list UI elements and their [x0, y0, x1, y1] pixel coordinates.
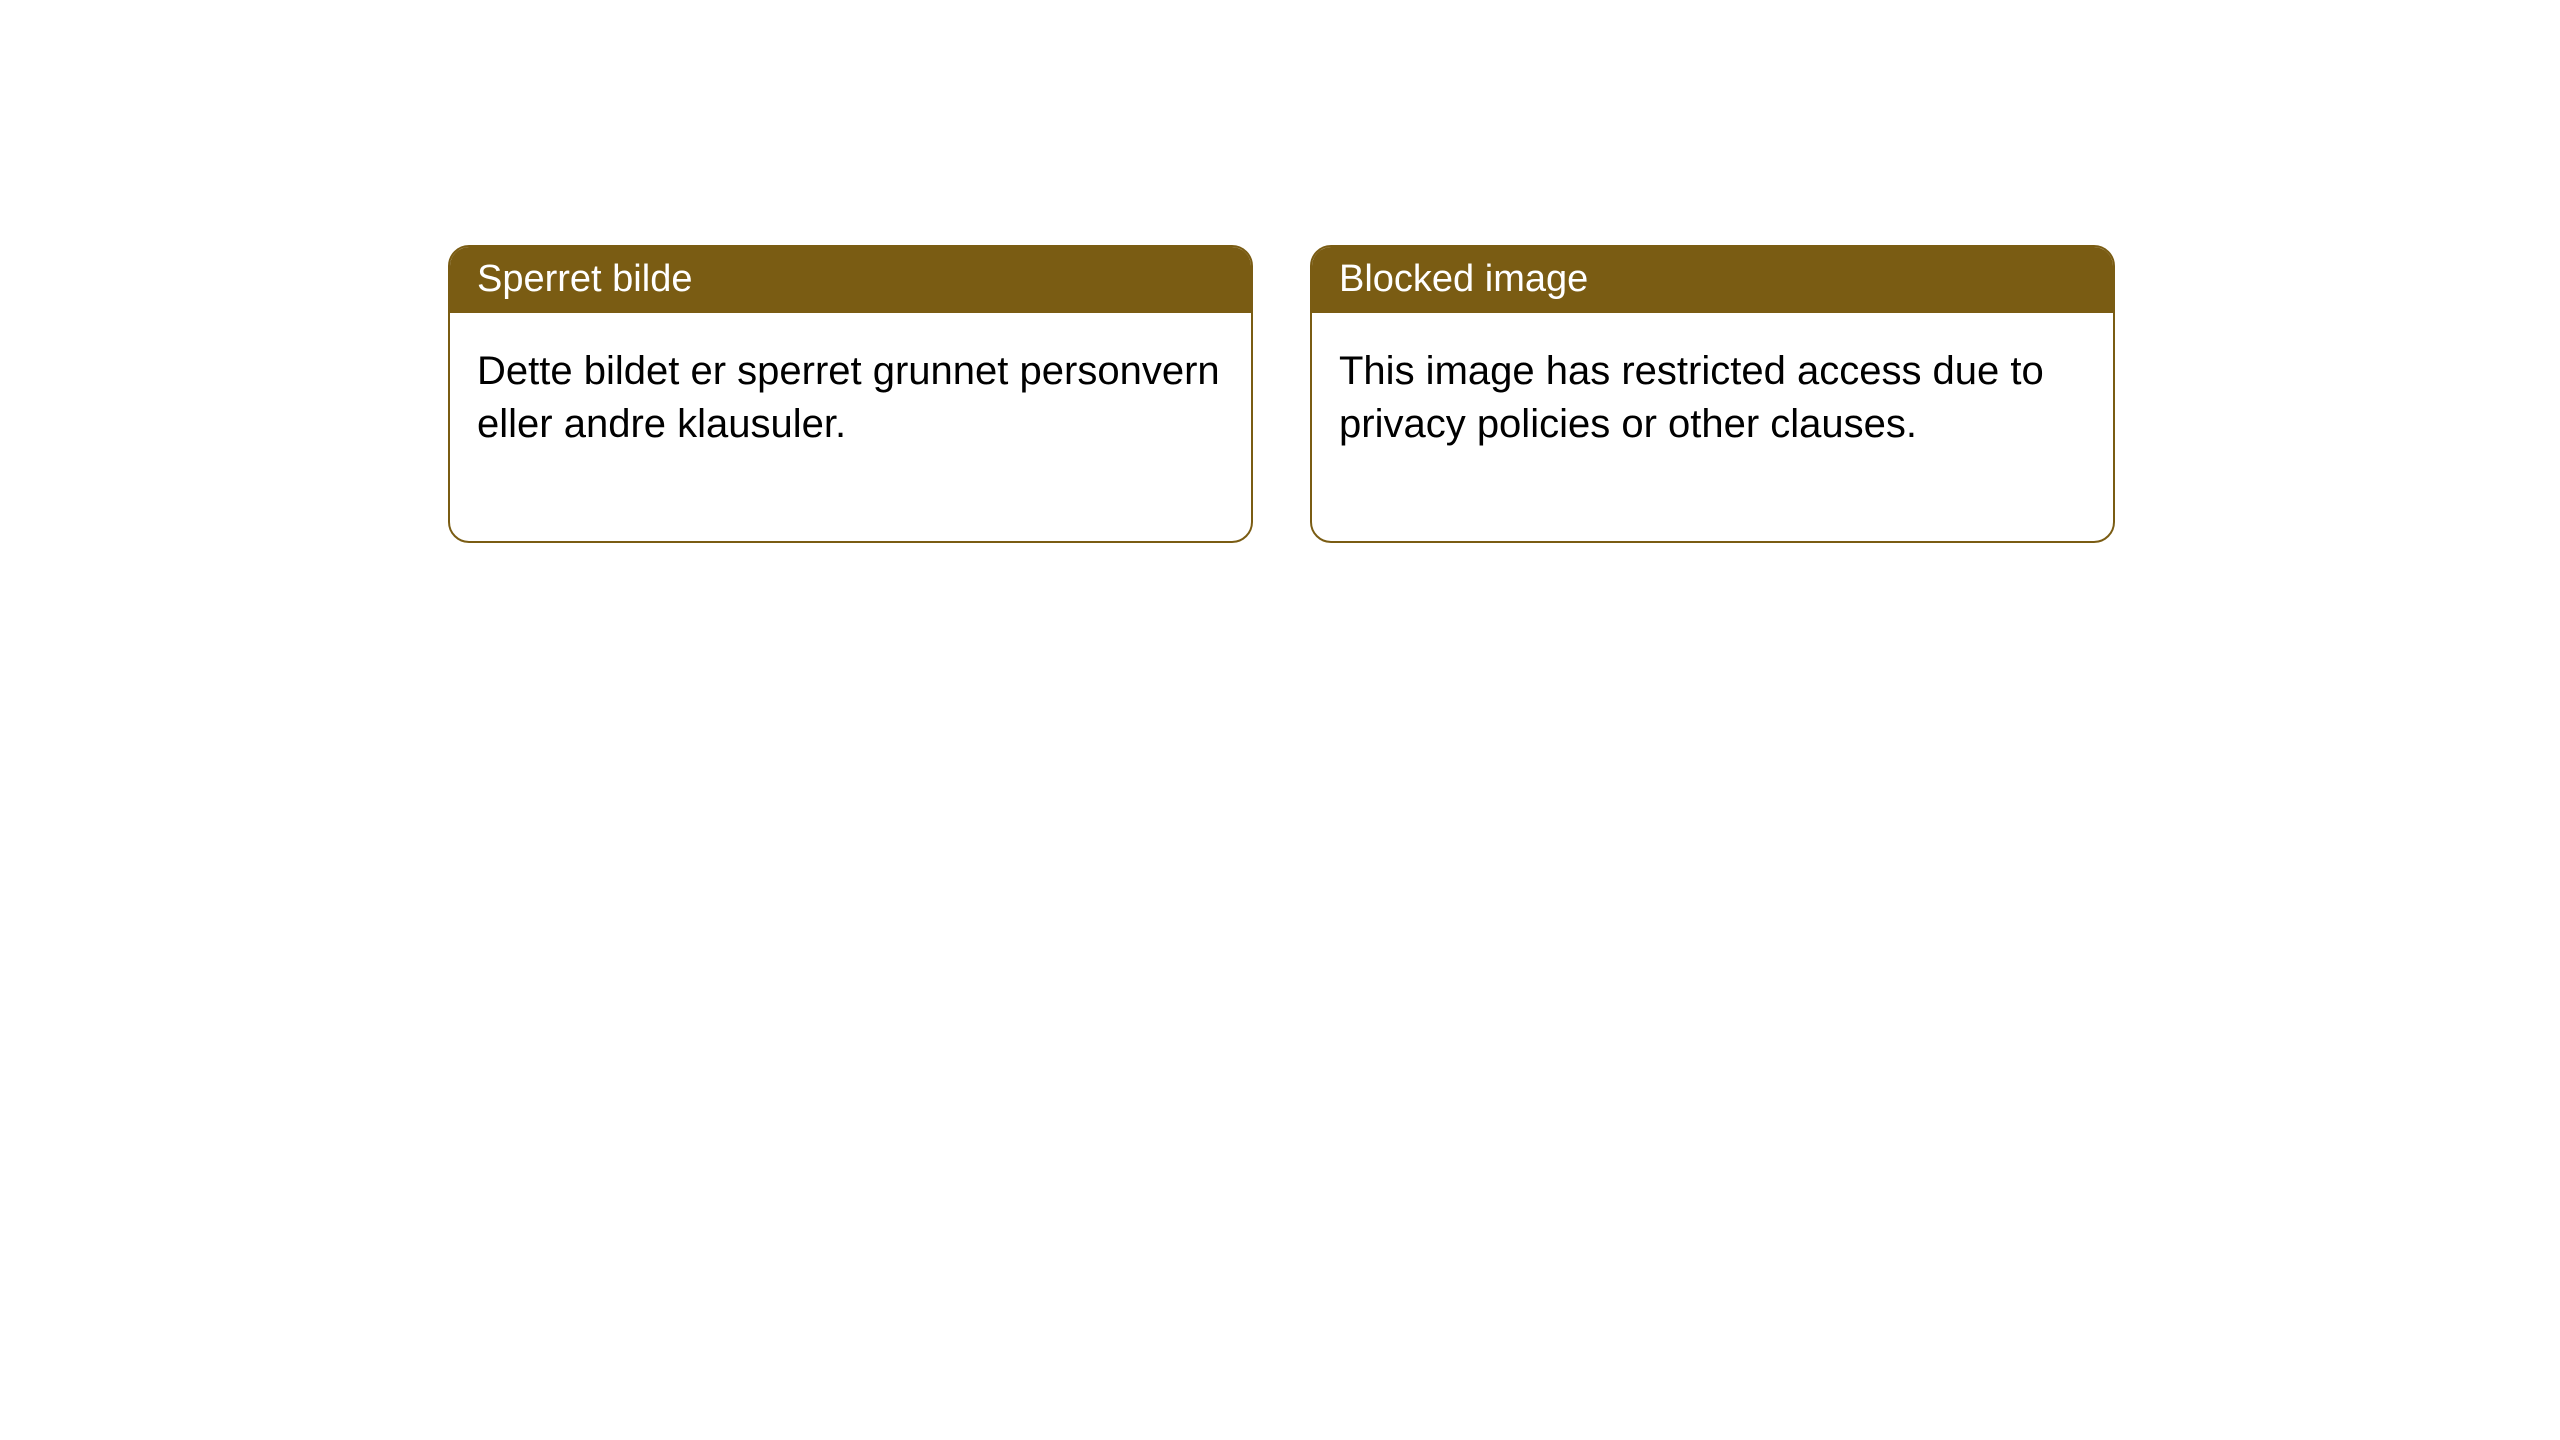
notice-card-english: Blocked image This image has restricted … — [1310, 245, 2115, 543]
notice-body: Dette bildet er sperret grunnet personve… — [450, 313, 1251, 541]
notice-body: This image has restricted access due to … — [1312, 313, 2113, 541]
notice-title: Sperret bilde — [450, 247, 1251, 313]
notice-container: Sperret bilde Dette bildet er sperret gr… — [0, 0, 2560, 543]
notice-title: Blocked image — [1312, 247, 2113, 313]
notice-card-norwegian: Sperret bilde Dette bildet er sperret gr… — [448, 245, 1253, 543]
